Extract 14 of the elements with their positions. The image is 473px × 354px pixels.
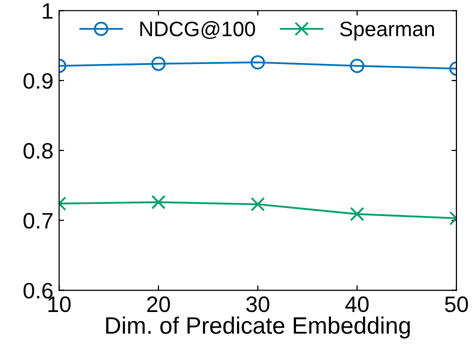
x-tick-label: 50 <box>444 296 468 312</box>
point <box>250 55 265 70</box>
legend-label: Spearman <box>340 22 434 40</box>
x-tick-label: 40 <box>345 296 369 312</box>
y-tick-label: 1 <box>42 3 52 19</box>
x-tick-label: 30 <box>246 296 270 312</box>
x-tick-label: 10 <box>48 296 71 312</box>
x-axis-title: Dim. of Predicate Embedding <box>106 316 410 339</box>
y-tick-label: 0.8 <box>24 142 53 159</box>
x-tick-label: 20 <box>147 296 170 312</box>
point <box>250 197 265 212</box>
y-tick-label: 0.7 <box>24 212 52 229</box>
legend-label: NDCG@100 <box>140 21 256 40</box>
y-tick-label: 0.9 <box>24 73 53 89</box>
